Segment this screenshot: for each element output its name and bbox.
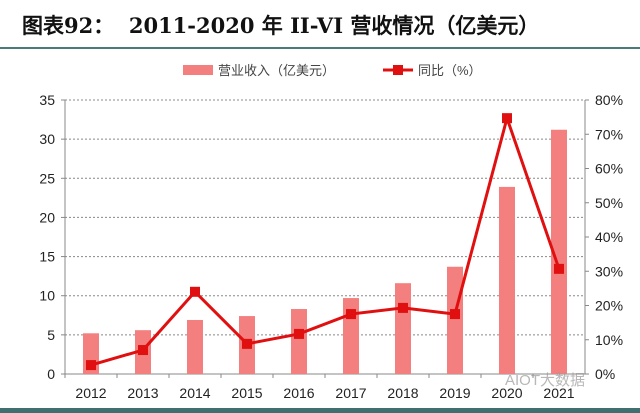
line-point xyxy=(554,263,564,274)
right-tick-label: 10% xyxy=(595,332,623,348)
x-tick-label: 2012 xyxy=(75,385,106,401)
bar xyxy=(395,283,411,374)
page-title: 图表92： 2011-2020 年 II-VI 营收情况（亿美元） xyxy=(22,13,540,38)
bar xyxy=(187,319,203,374)
line-point xyxy=(242,338,252,349)
legend-label-bar: 营业收入（亿美元） xyxy=(218,63,335,78)
line-point xyxy=(346,309,356,320)
left-tick-label: 15 xyxy=(39,249,55,265)
right-tick-label: 30% xyxy=(595,263,623,279)
bar xyxy=(551,129,567,374)
legend-swatch-bar xyxy=(183,65,213,75)
right-tick-label: 70% xyxy=(595,126,623,142)
line-point xyxy=(294,328,304,339)
legend-label-line: 同比（%） xyxy=(418,63,482,78)
x-tick-label: 2021 xyxy=(543,385,574,401)
watermark: AIOT大数据 xyxy=(505,372,585,389)
title-divider xyxy=(0,47,640,49)
line-point xyxy=(86,360,96,371)
right-tick-label: 20% xyxy=(595,298,623,314)
bar xyxy=(447,266,463,374)
x-tick-label: 2017 xyxy=(335,385,366,401)
left-tick-label: 35 xyxy=(39,92,55,108)
x-tick-label: 2019 xyxy=(439,385,470,401)
legend-marker xyxy=(393,65,403,75)
right-tick-label: 40% xyxy=(595,229,623,245)
right-tick-label: 0% xyxy=(595,366,615,382)
left-tick-label: 30 xyxy=(39,131,55,147)
x-tick-label: 2020 xyxy=(491,385,522,401)
left-tick-label: 10 xyxy=(39,288,55,304)
line-point xyxy=(398,302,408,313)
bar xyxy=(499,186,515,374)
right-tick-label: 50% xyxy=(595,195,623,211)
bar xyxy=(291,309,307,374)
left-tick-label: 5 xyxy=(47,327,55,343)
bottom-divider xyxy=(0,408,640,413)
x-tick-label: 2013 xyxy=(127,385,158,401)
left-tick-label: 20 xyxy=(39,209,55,225)
line-point xyxy=(502,113,512,124)
line-point xyxy=(138,345,148,356)
left-tick-label: 25 xyxy=(39,170,55,186)
x-tick-label: 2016 xyxy=(283,385,314,401)
line-point xyxy=(190,286,200,297)
right-tick-label: 60% xyxy=(595,161,623,177)
line-series xyxy=(90,113,561,367)
x-tick-label: 2018 xyxy=(387,385,418,401)
left-tick-label: 0 xyxy=(47,366,55,382)
line-point xyxy=(450,309,460,320)
x-tick-label: 2015 xyxy=(231,385,262,401)
x-tick-label: 2014 xyxy=(179,385,210,401)
right-tick-label: 80% xyxy=(595,92,623,108)
